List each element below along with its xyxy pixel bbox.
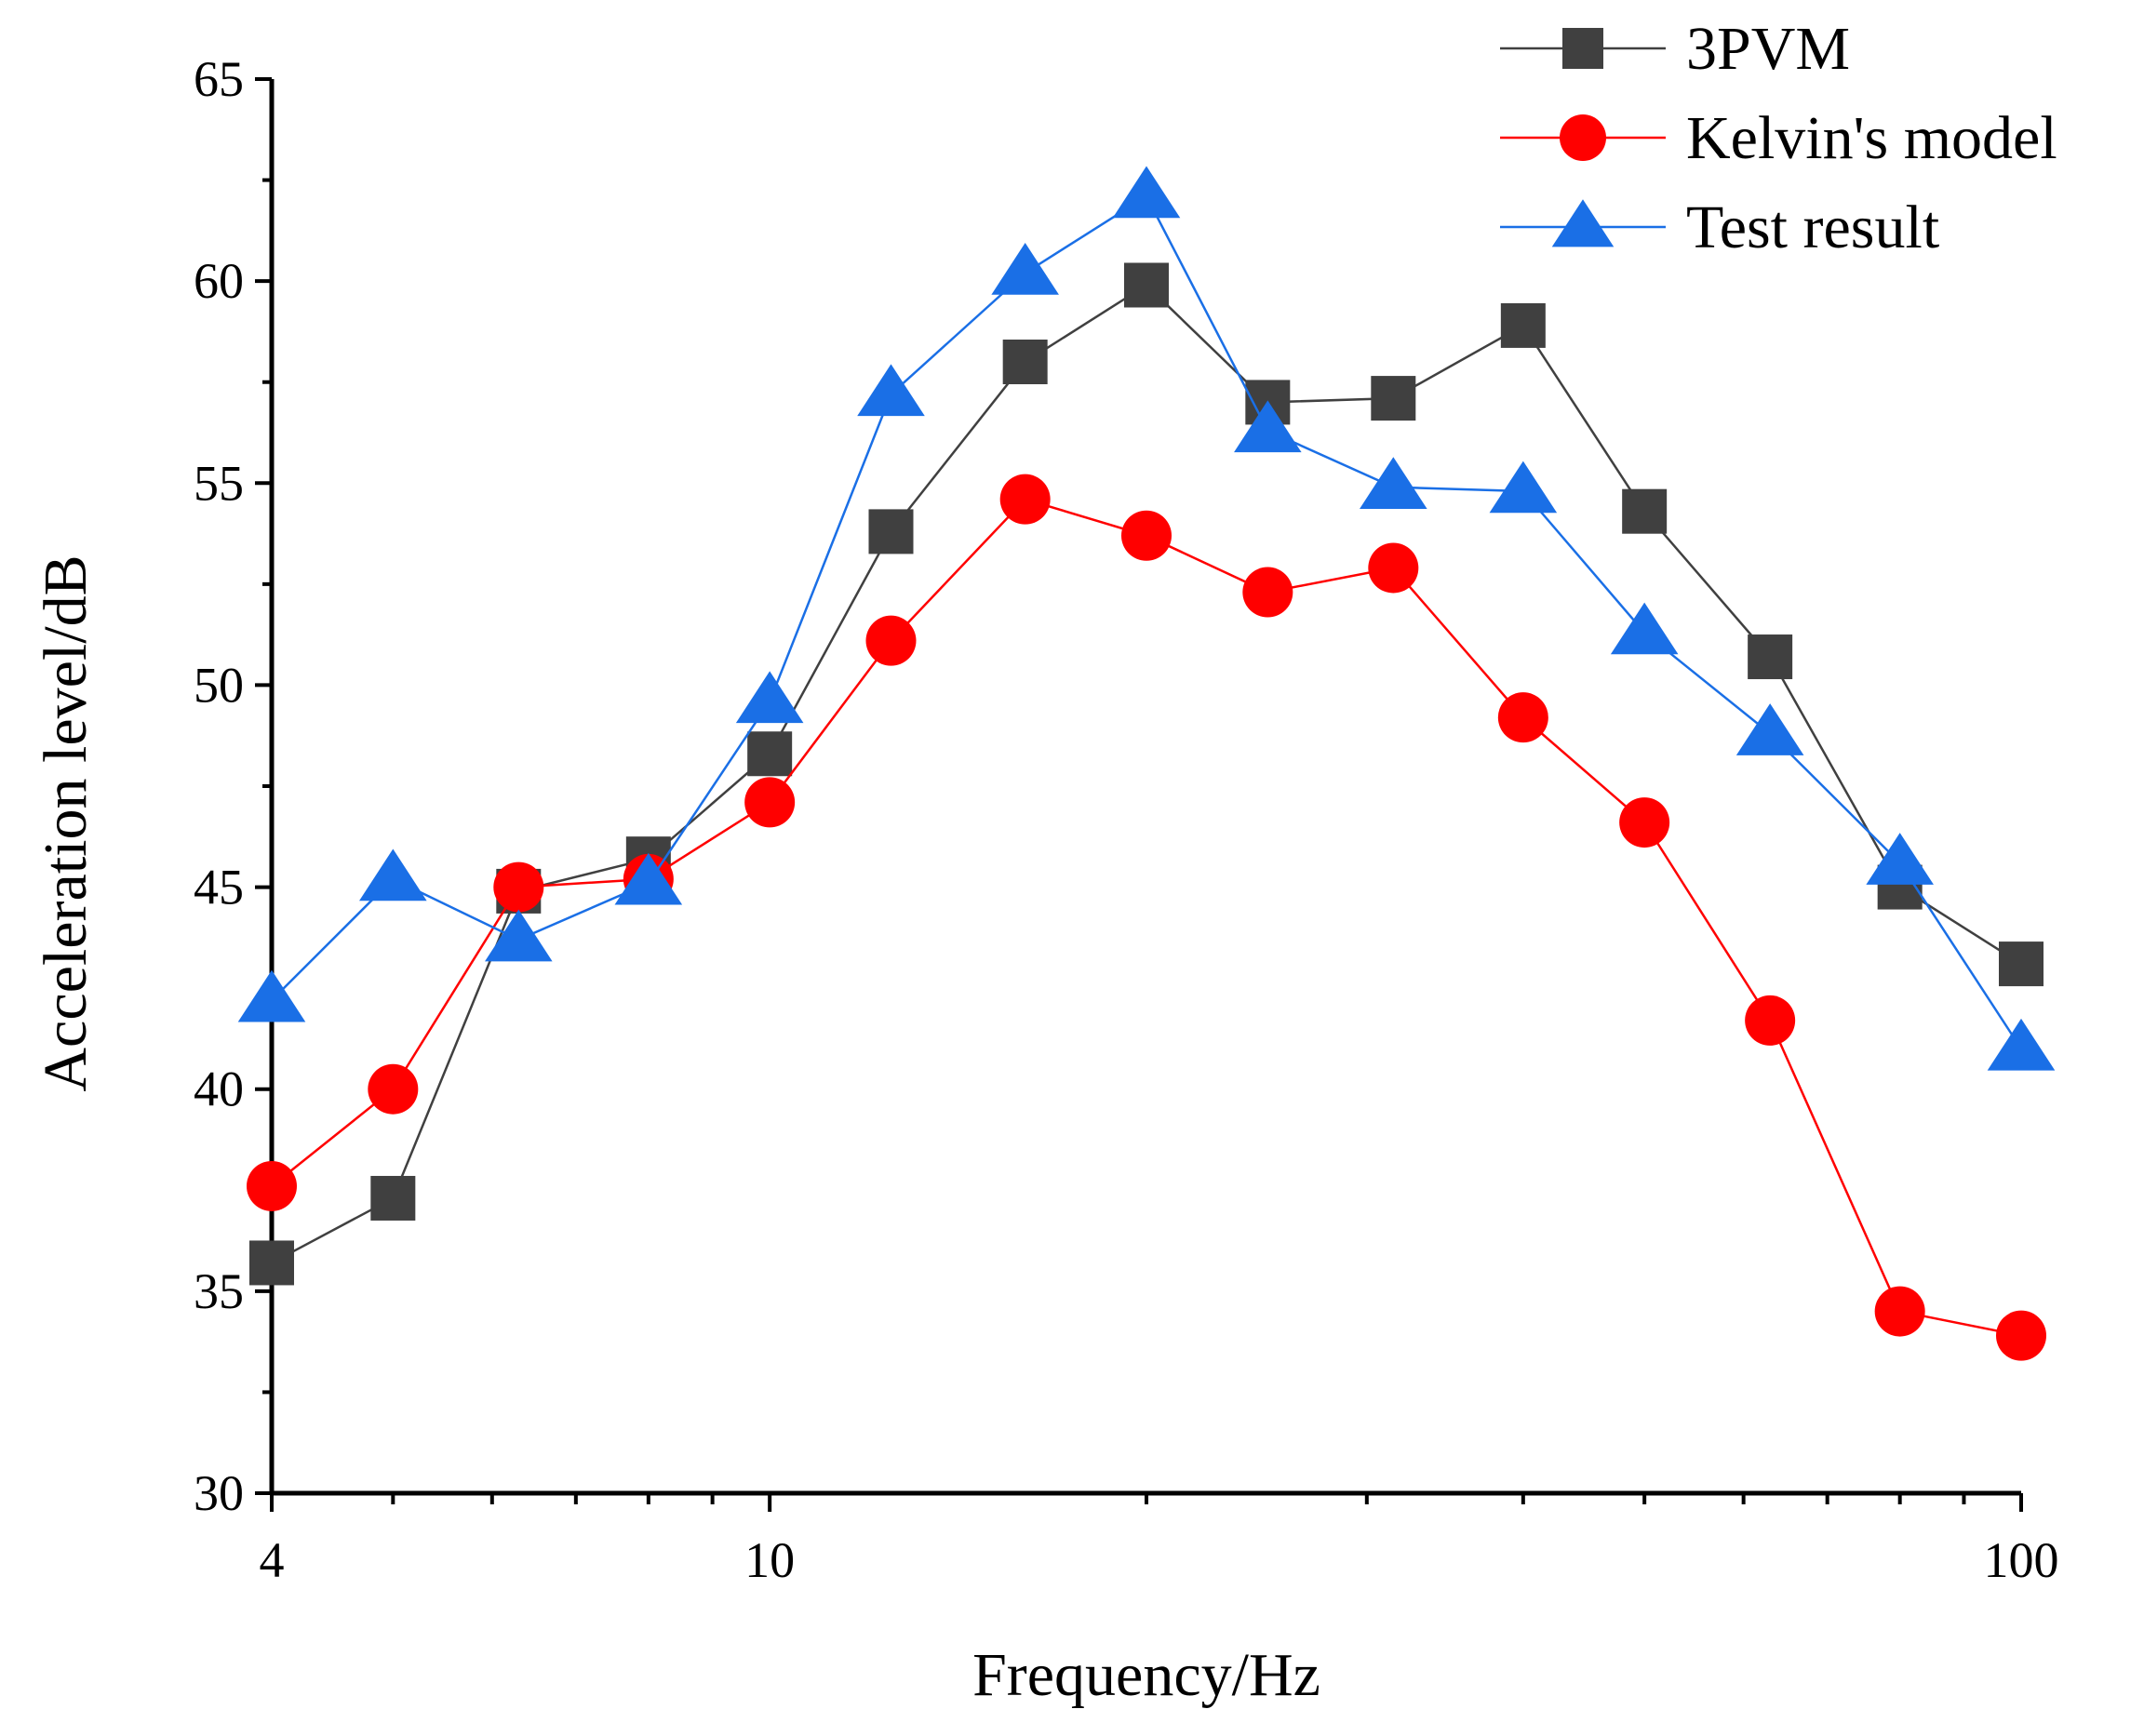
x-tick-label: 4 bbox=[260, 1532, 285, 1588]
series-line bbox=[271, 194, 2023, 1049]
legend-item: 3PVM bbox=[1500, 15, 1850, 83]
data-point-square bbox=[1999, 941, 2044, 987]
data-point-circle bbox=[1745, 995, 1796, 1046]
data-point-triangle bbox=[1987, 1018, 2056, 1071]
data-point-triangle bbox=[991, 243, 1059, 295]
data-point-square bbox=[1002, 340, 1048, 384]
data-point-triangle bbox=[359, 848, 427, 901]
data-point-circle bbox=[1996, 1310, 2046, 1361]
axes: 4 10 100 30 35 40 45 50 55 60 65 bbox=[194, 51, 2059, 1588]
x-tick-label: 10 bbox=[744, 1532, 795, 1588]
data-point-circle bbox=[493, 861, 544, 913]
y-tick-label: 30 bbox=[194, 1465, 244, 1521]
data-point-triangle bbox=[1489, 461, 1558, 514]
data-point-square bbox=[1622, 488, 1668, 534]
legend-label: Kelvin's model bbox=[1686, 104, 2057, 172]
data-point-triangle bbox=[1866, 833, 1934, 885]
legend-label: Test result bbox=[1686, 194, 1939, 261]
data-point-triangle bbox=[237, 969, 306, 1022]
series-line bbox=[271, 498, 2022, 1337]
data-point-square bbox=[747, 731, 793, 777]
y-tick-label: 65 bbox=[194, 51, 244, 107]
data-point-triangle bbox=[1360, 457, 1427, 509]
data-point-circle bbox=[1242, 567, 1293, 618]
legend-item: Test result bbox=[1500, 194, 1939, 261]
data-point-triangle bbox=[614, 852, 683, 905]
data-point-circle bbox=[368, 1063, 419, 1115]
data-point-square bbox=[1124, 262, 1169, 308]
y-tick-label: 45 bbox=[194, 860, 244, 915]
data-point-circle bbox=[999, 474, 1051, 525]
legend: 3PVM Kelvin's model Test result bbox=[1500, 15, 2057, 261]
x-tick-label: 100 bbox=[1984, 1532, 2059, 1588]
data-point-circle bbox=[865, 615, 917, 666]
y-tick-label: 50 bbox=[194, 657, 244, 713]
y-tick-label: 40 bbox=[194, 1062, 244, 1117]
y-axis-title: Acceleration level/dB bbox=[32, 554, 100, 1091]
data-point-square bbox=[1500, 302, 1546, 348]
data-point-triangle bbox=[1234, 400, 1302, 453]
legend-label: 3PVM bbox=[1686, 15, 1850, 83]
series-2 bbox=[237, 166, 2056, 1071]
data-point-circle bbox=[1368, 542, 1419, 594]
x-ticks: 4 10 100 bbox=[260, 1493, 2059, 1588]
y-tick-label: 35 bbox=[194, 1263, 244, 1319]
y-ticks: 30 35 40 45 50 55 60 65 bbox=[194, 51, 272, 1521]
data-point-circle bbox=[1497, 692, 1548, 743]
y-tick-label: 55 bbox=[194, 455, 244, 511]
data-point-circle bbox=[744, 777, 796, 828]
y-tick-label: 60 bbox=[194, 253, 244, 309]
data-point-triangle bbox=[1610, 602, 1679, 655]
series-line bbox=[271, 283, 2022, 1264]
data-point-square bbox=[1748, 634, 1793, 680]
data-point-square bbox=[370, 1175, 416, 1221]
data-point-triangle bbox=[735, 671, 804, 724]
data-point-triangle bbox=[485, 909, 553, 962]
data-point-circle bbox=[1560, 114, 1606, 161]
data-point-circle bbox=[1874, 1286, 1925, 1337]
data-point-circle bbox=[247, 1160, 297, 1211]
data-point-triangle bbox=[857, 364, 925, 417]
data-point-circle bbox=[1121, 510, 1172, 561]
data-point-circle bbox=[1619, 797, 1670, 848]
legend-item: Kelvin's model bbox=[1500, 104, 2057, 172]
x-axis-title: Frequency/Hz bbox=[972, 1641, 1320, 1709]
data-point-triangle bbox=[1112, 166, 1181, 219]
data-point-square bbox=[1562, 28, 1603, 69]
series-layer bbox=[237, 166, 2056, 1361]
data-point-triangle bbox=[1551, 199, 1615, 247]
data-point-square bbox=[868, 509, 914, 554]
data-point-square bbox=[1371, 376, 1416, 421]
series-0 bbox=[249, 262, 2044, 1286]
data-point-square bbox=[249, 1240, 294, 1286]
data-point-triangle bbox=[1735, 703, 1804, 755]
